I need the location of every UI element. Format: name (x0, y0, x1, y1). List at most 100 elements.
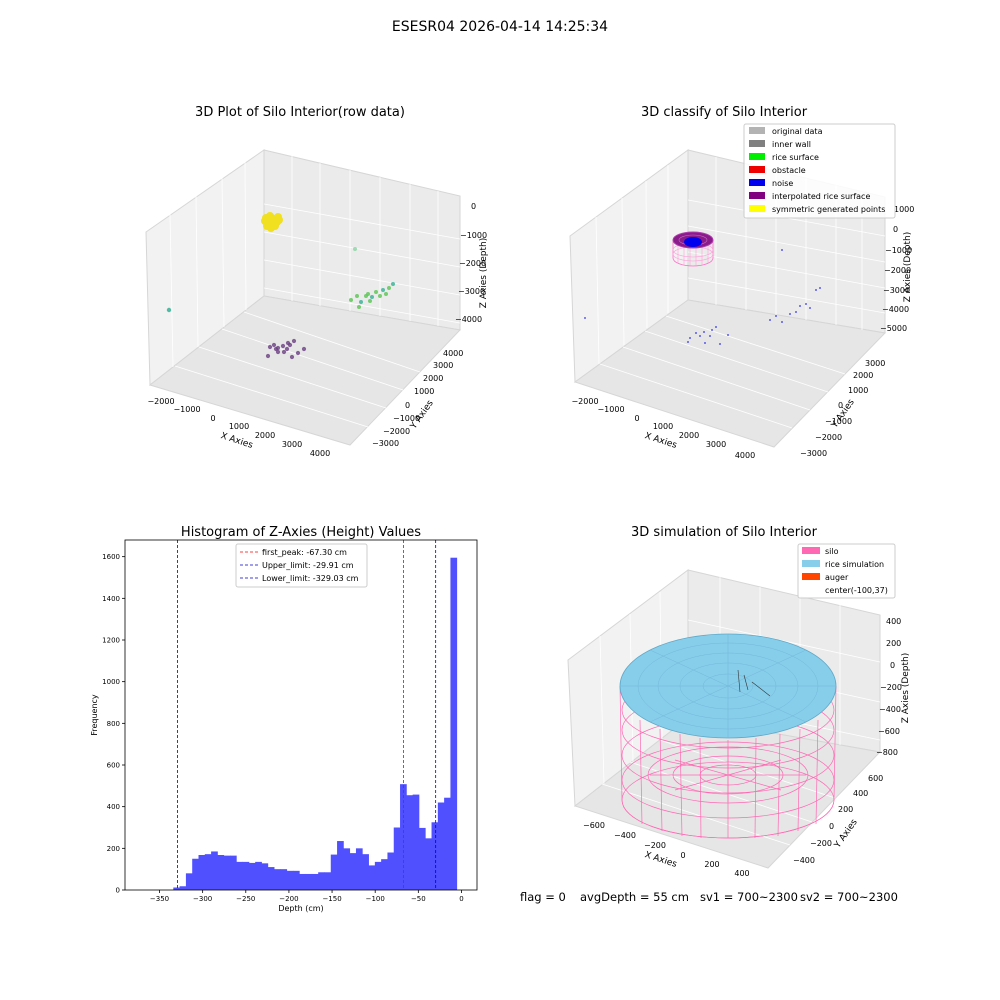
point-marker (353, 247, 357, 251)
point-marker (291, 338, 297, 344)
histogram-x-tick: −200 (279, 895, 298, 903)
classify-x-tick: 2000 (679, 431, 699, 440)
point-marker (267, 344, 273, 350)
classify-z-label: Z Axies (Depth) (903, 232, 913, 303)
sim-z-tick: −400 (879, 705, 901, 714)
histogram-bar (248, 862, 256, 890)
sim-x-tick: −200 (644, 841, 666, 850)
classify-legend-label: interpolated rice surface (772, 192, 870, 201)
sim-legend-swatch (802, 560, 820, 567)
raw-z-tick: −1000 (460, 231, 487, 240)
sim-x-tick: −400 (614, 831, 636, 840)
histogram-x-tick: −150 (322, 895, 341, 903)
sim-x-tick: −600 (583, 821, 605, 830)
point-marker (799, 305, 801, 307)
classify-x-ticks: −2000 −1000 0 1000 2000 3000 4000 (571, 397, 755, 460)
sim-x-tick: 200 (704, 860, 719, 869)
classify-z-tick: −1000 (885, 246, 912, 255)
raw-x-tick: 2000 (255, 431, 275, 440)
classify-legend-swatch (749, 192, 765, 199)
sim-z-tick: 200 (886, 639, 901, 648)
raw-z-ticks: −4000 −3000 −2000 −1000 0 (455, 202, 487, 324)
point-marker (805, 303, 807, 305)
histogram-x-label: Depth (cm) (278, 904, 323, 913)
histogram-bar (242, 861, 250, 890)
point-marker (166, 307, 172, 313)
histogram-bar (324, 872, 332, 890)
point-marker (809, 307, 811, 309)
histogram-x-tick: −250 (236, 895, 255, 903)
raw-y-tick: 4000 (443, 349, 463, 358)
histogram-y-tick: 200 (107, 845, 120, 853)
raw-y-tick: −1000 (393, 414, 420, 423)
classify-legend-label: inner wall (772, 140, 811, 149)
point-marker (715, 326, 717, 328)
classify-y-ticks: −3000 −2000 −1000 0 1000 2000 3000 (800, 359, 885, 458)
classify-x-tick: 3000 (706, 440, 726, 449)
raw-z-tick: −2000 (459, 259, 486, 268)
sim-legend-label: rice simulation (825, 560, 884, 569)
histogram-bar (211, 851, 218, 890)
histogram-bar (450, 557, 458, 890)
classify-x-tick: 4000 (735, 451, 755, 460)
sim-y-tick: 600 (868, 774, 883, 783)
histogram-bar (406, 795, 414, 890)
sim-y-tick: −400 (793, 856, 815, 865)
classify-legend-label: rice surface (772, 153, 819, 162)
point-marker (719, 343, 721, 345)
panel-histogram: Histogram of Z-Axies (Height) Values −35… (90, 525, 478, 913)
classify-legend-swatch (749, 166, 765, 173)
classify-legend-label: original data (772, 127, 823, 136)
histogram-x-tick: −100 (366, 895, 385, 903)
raw-z-tick: −4000 (455, 315, 482, 324)
point-marker (366, 292, 370, 296)
raw-floor-pane (148, 295, 462, 446)
histogram-bar (431, 822, 439, 890)
auger-marks (737, 669, 771, 697)
histogram-bar (198, 855, 206, 890)
raw-plot-title: 3D Plot of Silo Interior(row data) (195, 105, 405, 120)
raw-y-tick: −2000 (383, 427, 410, 436)
classify-x-tick: −1000 (597, 405, 624, 414)
raw-y-tick: 1000 (414, 387, 434, 396)
histogram-y-label: Frequency (90, 694, 99, 736)
sim-x-tick: 400 (734, 869, 749, 878)
raw-x-tick: 1000 (229, 422, 249, 431)
raw-y-tick: 3000 (433, 361, 453, 370)
point-marker (289, 354, 295, 360)
histogram-bar (318, 872, 325, 890)
point-marker (819, 287, 821, 289)
classify-x-tick: −2000 (571, 397, 598, 406)
sim-y-tick: −200 (810, 839, 832, 848)
point-marker (704, 342, 706, 344)
histogram-bar (280, 869, 288, 890)
histogram-y-tick: 1400 (102, 595, 120, 603)
histogram-y-tick: 0 (116, 887, 120, 895)
raw-z-tick: 0 (471, 202, 476, 211)
sim-z-tick: −600 (878, 727, 900, 736)
histogram-y-ticks: 0 200 400 600 800 1000 1200 1400 1600 (102, 553, 125, 895)
histogram-bar (261, 863, 269, 890)
point-marker (387, 286, 391, 290)
raw-point-cloud (166, 212, 395, 360)
histogram-bar (444, 797, 451, 890)
histogram-y-tick: 800 (107, 720, 120, 728)
point-marker (275, 349, 281, 355)
histogram-bars (173, 557, 458, 890)
raw-z-label: Z Axies (Depth) (479, 238, 489, 309)
classify-y-tick: −1000 (825, 417, 852, 426)
classify-point-cloud (584, 249, 821, 345)
histogram-bar (274, 869, 281, 890)
point-marker (703, 331, 705, 333)
histogram-bar (299, 873, 306, 890)
histogram-legend-label: Lower_limit: -329.03 cm (262, 574, 359, 583)
classify-y-tick: 0 (838, 401, 843, 410)
classify-legend-label: obstacle (772, 166, 806, 175)
point-marker (711, 329, 713, 331)
classify-x-tick: 0 (634, 414, 639, 423)
point-marker (584, 317, 586, 319)
raw-y-tick: 2000 (423, 374, 443, 383)
classify-plot-title: 3D classify of Silo Interior (641, 105, 808, 120)
histogram-bar (292, 870, 300, 890)
